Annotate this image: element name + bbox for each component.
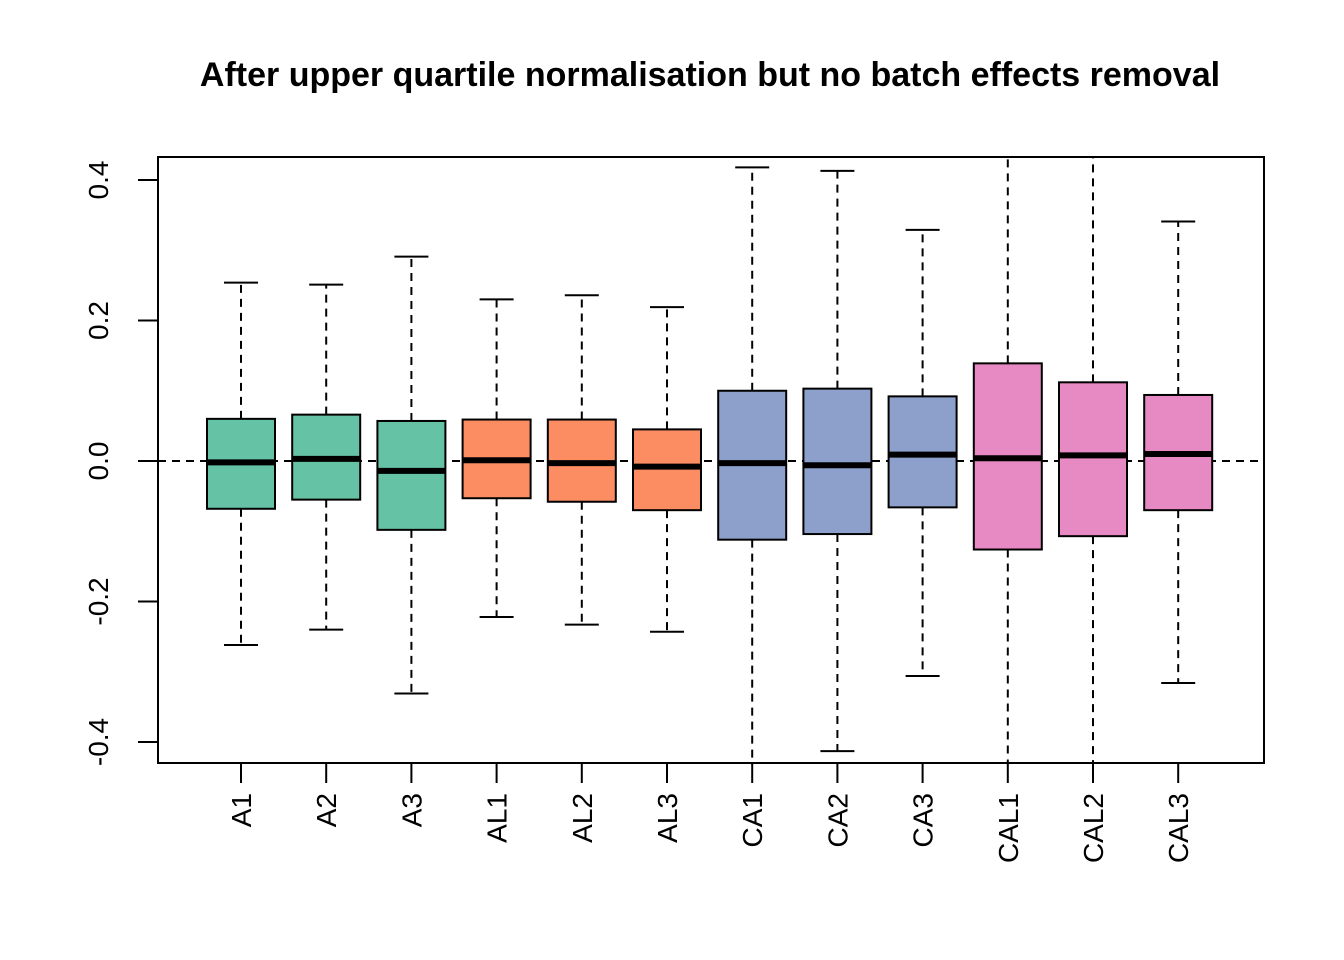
box-cal2 bbox=[1058, 157, 1128, 765]
box-al1 bbox=[461, 298, 532, 618]
x-tick-label: CAL3 bbox=[1163, 793, 1194, 863]
x-tick-label: CA3 bbox=[908, 793, 939, 847]
x-tick-label: CAL2 bbox=[1078, 793, 1109, 863]
y-tick-label: -0.4 bbox=[83, 718, 114, 766]
box-al3 bbox=[632, 306, 702, 633]
x-tick-label: A2 bbox=[311, 793, 342, 827]
box-al2 bbox=[546, 294, 617, 626]
box-body bbox=[376, 419, 447, 531]
plot-area bbox=[158, 157, 1264, 765]
box-a1 bbox=[206, 281, 276, 647]
box-ca3 bbox=[887, 228, 958, 677]
box-a2 bbox=[291, 283, 362, 631]
x-tick-label: AL1 bbox=[482, 793, 513, 843]
x-tick-label: AL2 bbox=[567, 793, 598, 843]
x-axis: A1 A2 A3 AL1 AL2 AL3 CA1 CA2 CA3 CAL1 CAL2 CAL3 bbox=[226, 763, 1194, 863]
y-tick-label: 0.4 bbox=[83, 161, 114, 200]
y-axis: -0.4 -0.2 0.0 0.2 0.4 bbox=[83, 161, 158, 766]
box-ca2 bbox=[802, 169, 873, 753]
box-body bbox=[802, 387, 873, 536]
x-tick-label: CA2 bbox=[822, 793, 853, 847]
y-tick-label: -0.2 bbox=[83, 577, 114, 625]
box-body bbox=[1058, 381, 1128, 538]
box-ca1 bbox=[717, 166, 788, 765]
box-a3 bbox=[376, 255, 447, 695]
chart-title: After upper quartile normalisation but n… bbox=[199, 56, 1221, 94]
x-tick-label: A3 bbox=[396, 793, 427, 827]
box-cal3 bbox=[1143, 220, 1214, 684]
x-tick-label: A1 bbox=[226, 793, 257, 827]
x-tick-label: AL3 bbox=[652, 793, 683, 843]
y-tick-label: 0.0 bbox=[83, 442, 114, 481]
x-tick-label: CA1 bbox=[737, 793, 768, 847]
y-tick-label: 0.2 bbox=[83, 301, 114, 340]
box-body bbox=[632, 428, 702, 512]
x-tick-label: CAL1 bbox=[993, 793, 1024, 863]
box-cal1 bbox=[972, 157, 1043, 765]
